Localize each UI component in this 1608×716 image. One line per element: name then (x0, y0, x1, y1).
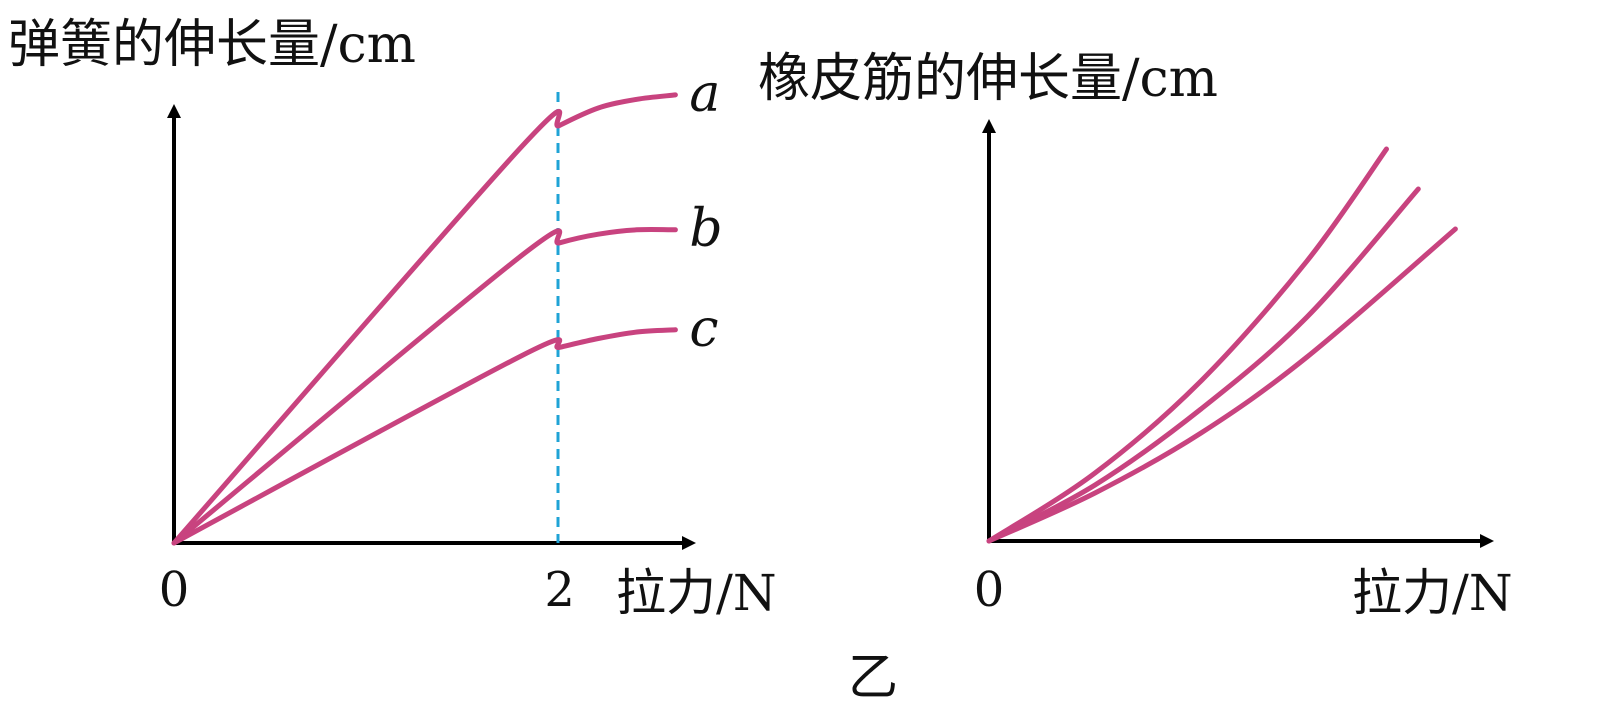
spring-y-axis-title: 弹簧的伸长量/cm (8, 15, 416, 75)
spring-x-tick-0: 0 (159, 562, 190, 618)
rubber-band-chart: 橡皮筋的伸长量/cm 0 拉力/N (758, 49, 1513, 622)
spring-series-group: a bc (171, 64, 723, 546)
spring-series-label-c: c (689, 299, 718, 359)
spring-curve-a (171, 92, 678, 546)
rubber-band-curve-3 (986, 226, 1458, 544)
spring-curve-b (171, 226, 678, 546)
spring-curve-c (171, 327, 678, 546)
figure-caption: 乙 (848, 648, 898, 706)
rubber-band-curve-2 (986, 186, 1421, 544)
spring-x-axis-title: 拉力/N (616, 564, 777, 622)
rubber-band-curve-1 (986, 146, 1389, 544)
spring-series-label-b: b (689, 199, 722, 259)
rubber-band-series-group (986, 146, 1458, 544)
rubber-band-x-tick-0: 0 (974, 562, 1005, 618)
rubber-band-x-axis-title: 拉力/N (1352, 564, 1513, 622)
rubber-band-y-axis-title: 橡皮筋的伸长量/cm (758, 49, 1218, 109)
spring-series-label-a: a (689, 64, 720, 124)
spring-x-tick-2: 2 (544, 562, 575, 618)
rubber-band-x-tick-group: 0 (974, 562, 1005, 618)
